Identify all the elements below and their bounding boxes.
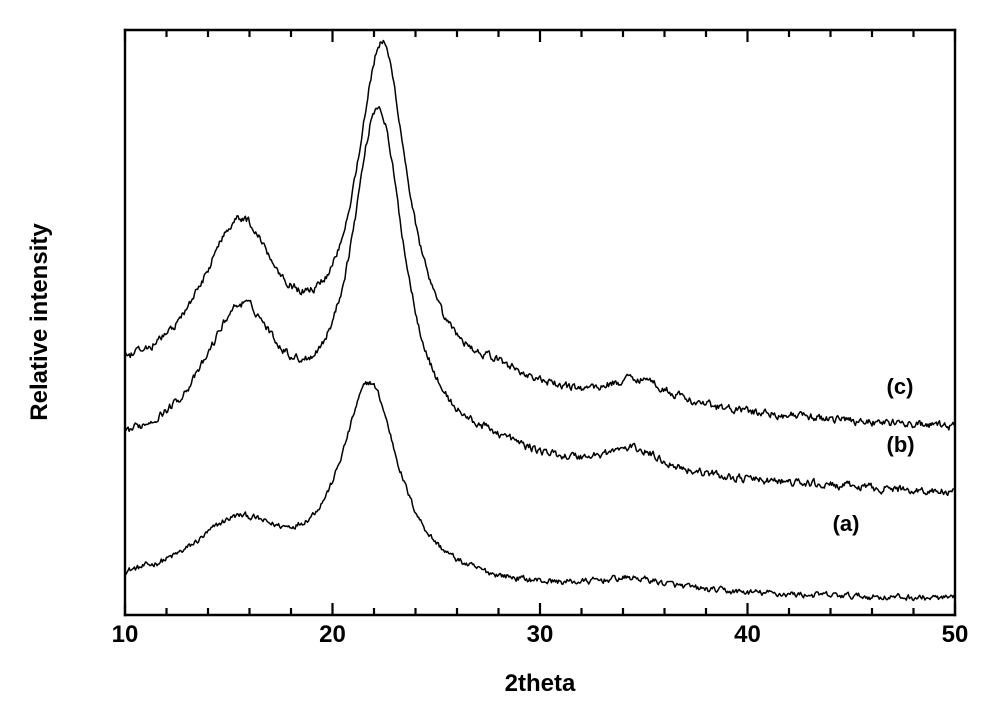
y-axis-label: Relative intensity (26, 202, 54, 442)
plot-area (125, 30, 955, 615)
x-tick-label: 20 (303, 621, 363, 649)
x-tick-label: 30 (510, 621, 570, 649)
x-tick-label: 40 (718, 621, 778, 649)
xrd-figure: Relative intensity 2theta 10 20 30 40 50 (a) (… (0, 0, 1000, 705)
x-axis-label: 2theta (440, 670, 640, 698)
series-label-a: (a) (833, 511, 860, 537)
x-tick-label: 10 (95, 621, 155, 649)
series-b (125, 107, 955, 496)
series-label-c: (c) (887, 374, 914, 400)
series-a (125, 382, 955, 601)
plot-svg (85, 0, 995, 655)
series-c (125, 41, 955, 430)
series-label-b: (b) (887, 432, 915, 458)
x-tick-label: 50 (925, 621, 985, 649)
